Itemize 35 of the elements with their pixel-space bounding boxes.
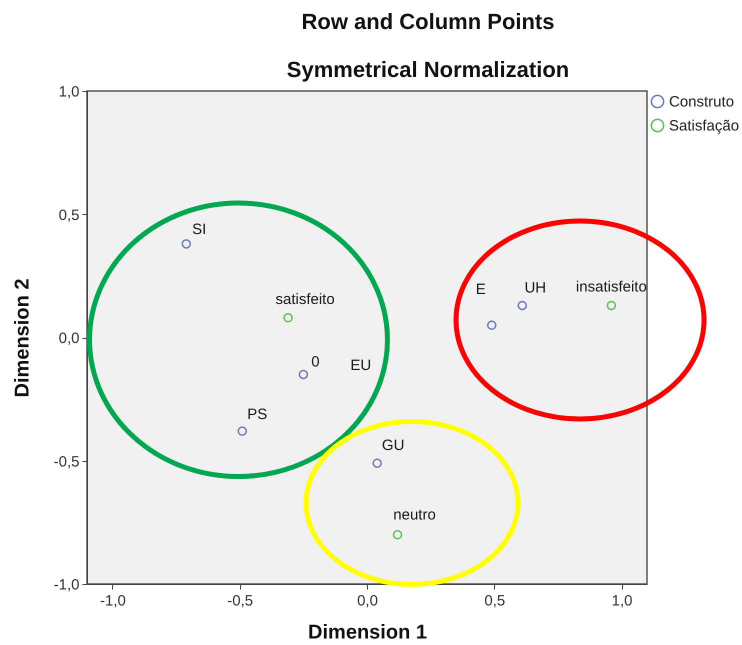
- y-tick-label: 0,5: [58, 206, 80, 224]
- chart-title: Row and Column Points: [302, 9, 554, 34]
- point: [283, 313, 293, 323]
- point: [372, 458, 382, 468]
- y-tick-label: 1,0: [58, 84, 80, 100]
- x-tick-label: 1,0: [612, 592, 632, 610]
- y-tick-label: -1,0: [54, 576, 80, 594]
- point: [238, 426, 248, 436]
- y-axis-title: Dimension 2: [12, 278, 34, 398]
- x-tick-label: -0,5: [227, 592, 254, 610]
- annotation: 0: [311, 353, 320, 370]
- x-axis-title: Dimension 1: [308, 622, 427, 644]
- chart-subtitle: Symmetrical Normalization: [286, 57, 570, 82]
- point: [518, 300, 528, 310]
- point: [606, 300, 616, 310]
- point: [298, 370, 308, 380]
- x-tick-label: 0,5: [484, 592, 506, 610]
- point: [486, 320, 496, 330]
- annotation: PS: [247, 406, 268, 424]
- legend-label: Satisfação: [669, 118, 740, 134]
- annotation: neutro: [393, 506, 436, 524]
- annotation: insatisfeito: [576, 278, 647, 296]
- annotation: GU: [382, 437, 404, 454]
- annotation: SI: [192, 220, 206, 238]
- x-tick-label: -1,0: [100, 592, 126, 610]
- annotation: EU: [350, 357, 372, 374]
- point: [392, 530, 402, 540]
- point: [182, 239, 192, 249]
- annotation: E: [476, 281, 486, 298]
- annotation: satisfeito: [275, 290, 335, 308]
- y-tick-label: 0,0: [58, 330, 80, 347]
- legend-label: Construto: [669, 94, 734, 110]
- y-tick-label: -0,5: [54, 453, 80, 470]
- annotation: UH: [524, 279, 546, 296]
- x-tick-label: 0,0: [357, 592, 378, 610]
